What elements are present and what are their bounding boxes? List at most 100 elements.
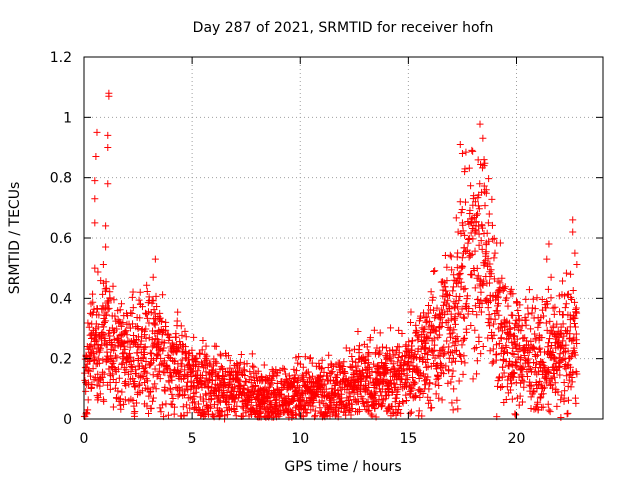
data-point xyxy=(444,296,452,304)
data-point xyxy=(550,369,558,377)
data-point xyxy=(446,291,454,299)
data-point xyxy=(133,349,141,357)
data-point xyxy=(571,351,579,359)
data-point xyxy=(190,398,198,406)
data-point xyxy=(568,378,576,386)
data-point xyxy=(484,334,492,342)
data-point xyxy=(208,395,216,403)
data-point xyxy=(530,345,538,353)
y-tick-label: 0 xyxy=(63,412,72,428)
data-point xyxy=(334,387,342,395)
data-point xyxy=(389,360,397,368)
data-point xyxy=(564,396,572,404)
data-point xyxy=(125,380,133,388)
data-point xyxy=(568,295,576,303)
data-point xyxy=(293,367,301,375)
data-point xyxy=(458,254,466,262)
data-point xyxy=(457,209,465,217)
data-point xyxy=(103,348,111,356)
data-point xyxy=(142,325,150,333)
data-point xyxy=(484,219,492,227)
data-point xyxy=(559,320,567,328)
data-point xyxy=(512,362,520,370)
data-point xyxy=(477,308,485,316)
data-point xyxy=(456,269,464,277)
data-point xyxy=(282,370,290,378)
data-point xyxy=(510,369,518,377)
data-point xyxy=(251,382,259,390)
data-point xyxy=(529,295,537,303)
data-point xyxy=(378,377,386,385)
data-point xyxy=(567,270,575,278)
data-point xyxy=(495,339,503,347)
data-point xyxy=(454,337,462,345)
data-point xyxy=(474,210,482,218)
data-point xyxy=(501,283,509,291)
data-point xyxy=(456,198,464,206)
data-point xyxy=(155,346,163,354)
y-tick-label: 0.4 xyxy=(50,291,72,307)
data-point xyxy=(490,275,498,283)
data-point xyxy=(348,353,356,361)
data-point xyxy=(489,345,497,353)
data-point xyxy=(371,405,379,413)
data-point xyxy=(442,287,450,295)
data-point xyxy=(99,279,107,287)
data-point xyxy=(178,356,186,364)
data-point xyxy=(117,300,125,308)
data-point xyxy=(359,395,367,403)
data-point xyxy=(437,314,445,322)
data-point xyxy=(551,303,559,311)
data-point xyxy=(530,343,538,351)
data-point xyxy=(399,398,407,406)
data-point xyxy=(328,368,336,376)
data-point xyxy=(120,349,128,357)
data-point xyxy=(330,396,338,404)
data-point xyxy=(443,337,451,345)
data-points xyxy=(80,89,581,423)
data-point xyxy=(149,273,157,281)
data-point xyxy=(456,293,464,301)
data-point xyxy=(534,368,542,376)
data-point xyxy=(113,354,121,362)
data-point xyxy=(93,128,101,136)
data-point xyxy=(109,370,117,378)
data-point xyxy=(447,253,455,261)
data-point xyxy=(564,409,572,417)
data-point xyxy=(467,182,475,190)
data-point xyxy=(516,301,524,309)
data-point xyxy=(542,319,550,327)
data-point xyxy=(466,206,474,214)
data-point xyxy=(226,357,234,365)
data-point xyxy=(89,298,97,306)
data-point xyxy=(366,374,374,382)
data-point xyxy=(364,398,372,406)
data-point xyxy=(464,310,472,318)
data-point xyxy=(361,359,369,367)
data-point xyxy=(426,318,434,326)
data-point xyxy=(519,363,527,371)
data-point xyxy=(381,395,389,403)
data-point xyxy=(471,247,479,255)
data-point xyxy=(207,404,215,412)
data-point xyxy=(497,320,505,328)
data-point xyxy=(496,239,504,247)
data-point xyxy=(109,403,117,411)
data-point xyxy=(549,349,557,357)
data-point xyxy=(448,266,456,274)
data-point xyxy=(453,333,461,341)
data-point xyxy=(475,241,483,249)
data-point xyxy=(546,317,554,325)
data-point xyxy=(467,322,475,330)
data-point xyxy=(441,283,449,291)
data-point xyxy=(471,326,479,334)
data-point xyxy=(547,380,555,388)
data-point xyxy=(511,320,519,328)
data-point xyxy=(120,400,128,408)
data-point xyxy=(237,350,245,358)
data-point xyxy=(166,333,174,341)
data-point xyxy=(473,370,481,378)
data-point xyxy=(248,393,256,401)
data-point xyxy=(355,406,363,414)
data-point xyxy=(465,164,473,172)
